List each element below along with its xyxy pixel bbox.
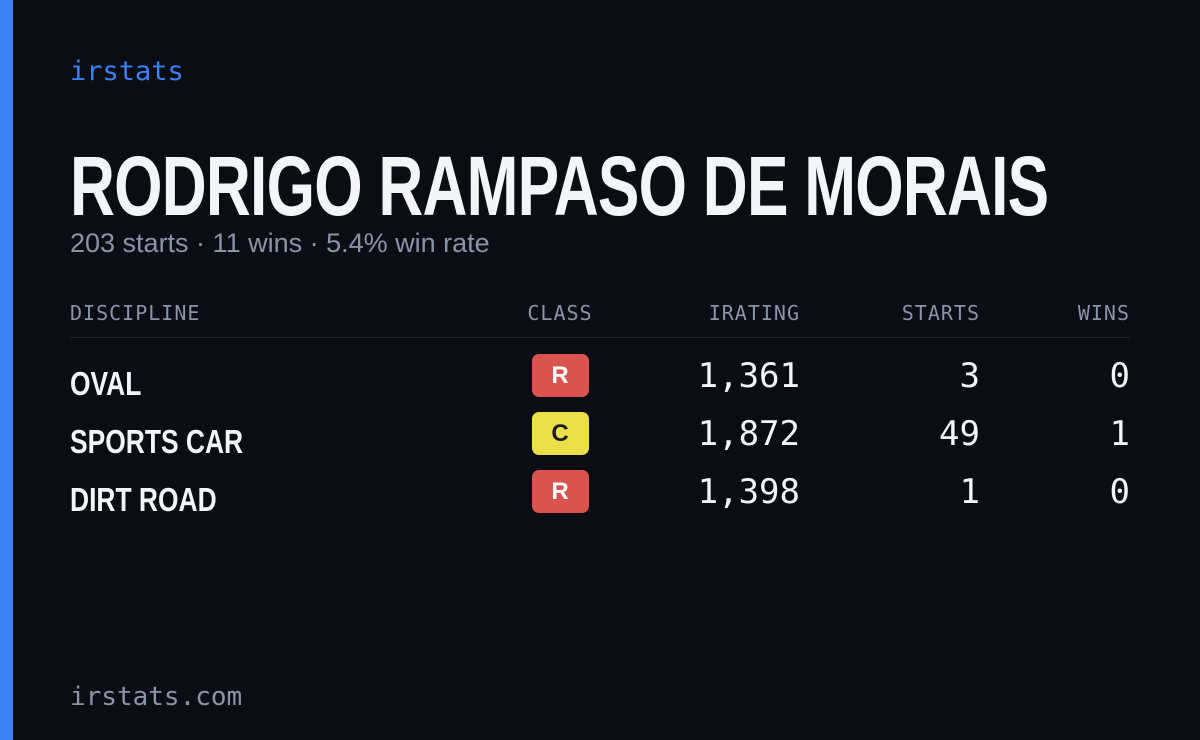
accent-bar	[0, 0, 13, 740]
starts: 3	[959, 356, 980, 396]
class-badge: R	[531, 354, 589, 397]
irating: 1,398	[697, 472, 800, 512]
brand: irstats	[70, 56, 184, 87]
column-header: IRATING	[708, 301, 800, 325]
starts: 49	[939, 414, 980, 454]
footer: irstats.com	[70, 682, 243, 712]
class-badge: R	[531, 470, 589, 513]
divider	[70, 337, 1130, 338]
class-badge: C	[531, 412, 589, 455]
wins: 0	[1109, 472, 1130, 512]
column-header: CLASS	[527, 301, 593, 325]
wins: 1	[1109, 414, 1130, 454]
wins: 0	[1109, 356, 1130, 396]
column-header: STARTS	[901, 301, 980, 325]
irating: 1,361	[697, 356, 800, 396]
player-name: RODRIGO RAMPASO DE MORAIS	[70, 139, 1049, 233]
discipline: OVAL	[70, 365, 142, 402]
discipline: DIRT ROAD	[70, 481, 217, 518]
discipline: SPORTS CAR	[70, 423, 244, 460]
column-header: WINS	[1077, 301, 1130, 325]
summary: 203 starts · 11 wins · 5.4% win rate	[70, 228, 490, 258]
column-header: DISCIPLINE	[70, 301, 201, 325]
starts: 1	[959, 472, 980, 512]
irating: 1,872	[697, 414, 800, 454]
